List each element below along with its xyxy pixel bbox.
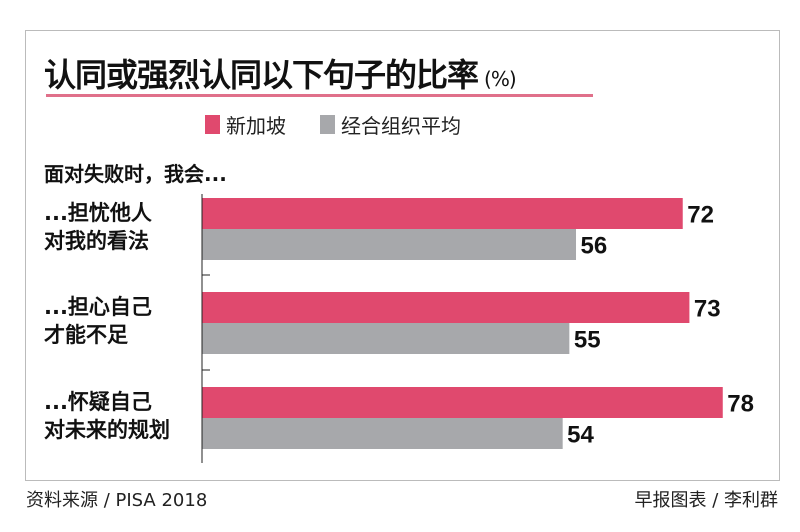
bar-oecd — [202, 229, 577, 260]
chart-title: 认同或强烈认同以下句子的比率 (%) — [44, 50, 517, 96]
legend: 新加坡 经合组织平均 — [205, 110, 461, 139]
credit-note: 早报图表 / 李利群 — [634, 490, 778, 511]
title-unit: (%) — [484, 67, 517, 91]
category-label: ...怀疑自己 对未来的规划 — [44, 390, 170, 442]
title-underline — [46, 94, 593, 97]
title-text: 认同或强烈认同以下句子的比率 — [44, 56, 479, 94]
bar-singapore — [202, 292, 690, 323]
chart-frame — [25, 30, 780, 481]
data-label: 78 — [727, 391, 754, 418]
category-label: ...担忧他人 对我的看法 — [44, 201, 152, 253]
data-label: 54 — [567, 422, 594, 449]
legend-swatch-singapore — [205, 115, 220, 134]
legend-label-singapore: 新加坡 — [226, 114, 286, 138]
source-note: 资料来源 / PISA 2018 — [26, 490, 208, 511]
data-label: 55 — [574, 327, 601, 354]
bar-oecd — [202, 418, 563, 449]
category-label: ...担心自己 才能不足 — [44, 295, 152, 347]
bar-oecd — [202, 323, 570, 354]
data-label: 72 — [687, 202, 714, 229]
bar-singapore — [202, 387, 723, 418]
data-label: 73 — [694, 296, 721, 323]
bar-singapore — [202, 198, 683, 229]
legend-label-oecd: 经合组织平均 — [341, 114, 461, 138]
chart-subtitle: 面对失败时，我会... — [44, 162, 227, 186]
legend-swatch-oecd — [320, 115, 335, 134]
data-label: 56 — [581, 233, 608, 260]
